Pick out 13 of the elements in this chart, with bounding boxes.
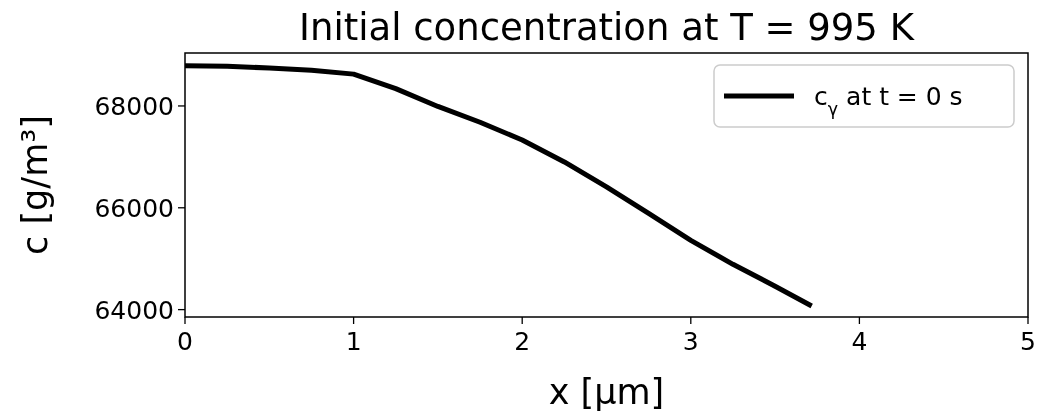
y-tick-label: 66000 xyxy=(94,193,174,223)
y-tick-label: 64000 xyxy=(94,295,174,325)
x-tick-label: 1 xyxy=(345,327,362,356)
y-tick-label: 68000 xyxy=(94,91,174,121)
x-tick-label: 2 xyxy=(514,327,531,356)
x-tick-label: 5 xyxy=(1020,327,1036,356)
x-axis-title: x [μm] xyxy=(548,372,665,412)
y-axis-title: c [g/m³] xyxy=(15,115,55,255)
x-tick-label: 0 xyxy=(177,327,193,356)
x-tick-label: 3 xyxy=(682,327,699,356)
x-tick-label: 4 xyxy=(851,327,868,356)
legend-label: c$_{γ}$ at t = 0 s xyxy=(814,82,963,119)
chart-title: Initial concentration at T = 995 K xyxy=(299,6,916,49)
